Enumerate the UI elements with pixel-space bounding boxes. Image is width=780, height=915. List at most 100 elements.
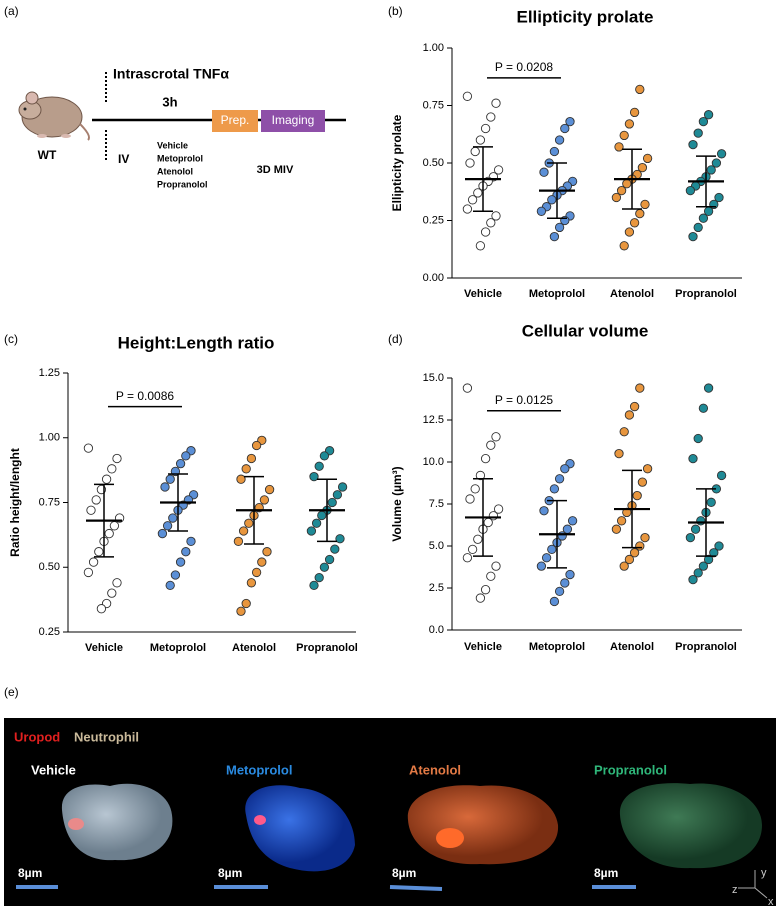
data-point [107, 464, 117, 474]
data-point [706, 497, 716, 507]
data-point [703, 554, 714, 565]
data-point [112, 453, 122, 464]
x-tick-label: Metoprolol [529, 641, 585, 653]
data-point [168, 513, 178, 523]
data-point [539, 167, 549, 177]
data-point [236, 606, 246, 616]
cell-label: Metoprolol [226, 762, 292, 777]
uropod [254, 815, 266, 825]
data-point [693, 433, 703, 444]
y-axis-title: Ellipticity prolate [390, 114, 404, 211]
data-point [165, 580, 175, 591]
y-tick-label: 0.0 [429, 624, 444, 636]
imaging-box [261, 110, 325, 132]
data-point [162, 521, 173, 531]
treatment: Propranolol [157, 179, 208, 189]
data-point [462, 383, 473, 393]
panel-label: (d) [388, 332, 403, 346]
data-point [685, 185, 696, 196]
data-point [238, 526, 249, 536]
scale-label: 8µm [18, 866, 42, 880]
x-tick-label: Vehicle [464, 641, 502, 653]
data-point [257, 557, 267, 567]
data-point [186, 536, 196, 546]
data-point [565, 569, 575, 580]
data-point [314, 461, 324, 471]
data-point [319, 451, 330, 461]
data-point [629, 107, 640, 118]
uropod [436, 828, 464, 848]
x-tick-label: Vehicle [85, 642, 123, 654]
data-point [246, 578, 257, 588]
data-point [491, 98, 501, 108]
data-point [619, 561, 629, 571]
imaging-label: Imaging [272, 113, 315, 127]
data-point [635, 383, 645, 393]
y-tick-label: 1.25 [39, 367, 60, 379]
y-tick-label: 0.25 [39, 626, 60, 638]
data-point [241, 598, 251, 609]
data-point [465, 158, 475, 168]
data-point [251, 567, 262, 578]
data-point [624, 554, 635, 565]
data-point [624, 119, 635, 129]
panel-label: (e) [4, 685, 19, 699]
data-point [536, 561, 547, 571]
data-point [698, 116, 709, 127]
data-point [311, 518, 322, 528]
data-point [475, 593, 486, 603]
data-point [470, 484, 480, 494]
data-point [716, 470, 727, 481]
scale-label: 8µm [218, 866, 242, 880]
data-point [693, 222, 703, 233]
chart-title: Cellular volume [522, 321, 649, 340]
data-point [470, 146, 480, 157]
data-point [560, 123, 570, 134]
data-point [690, 524, 701, 534]
duration: 3h [162, 94, 177, 109]
data-point [567, 516, 578, 526]
prep-label: Prep. [221, 113, 250, 127]
data-point [83, 443, 94, 453]
cell-label: Atenolol [409, 762, 461, 777]
cell-label: Vehicle [31, 762, 76, 777]
x-tick-label: Atenolol [610, 288, 654, 300]
prep-box [212, 110, 258, 132]
data-point [309, 580, 319, 591]
data-point [107, 588, 117, 598]
data-point [640, 199, 650, 210]
treatment: Atenolol [157, 166, 193, 176]
data-point [160, 482, 170, 492]
data-point [112, 578, 122, 588]
data-point [96, 604, 107, 614]
data-point [181, 451, 191, 461]
data-point [175, 557, 186, 567]
data-point [486, 218, 496, 228]
panel-label: (a) [4, 4, 19, 18]
method: 3D MIV [257, 164, 294, 176]
y-axis-title: Volume (µm³) [390, 466, 404, 541]
data-point [624, 227, 635, 237]
data-point [614, 448, 624, 459]
y-tick-label: 0.00 [423, 272, 444, 284]
data-point [629, 218, 640, 228]
data-point [688, 574, 698, 585]
data-point [549, 231, 560, 242]
data-point [170, 570, 181, 580]
data-point [709, 548, 719, 558]
data-point [332, 490, 343, 500]
y-tick-label: 0.75 [423, 99, 444, 111]
legend-uropod: Uropod [14, 729, 60, 744]
p-value: P = 0.0125 [495, 393, 553, 407]
data-point [491, 432, 501, 442]
data-point [693, 568, 703, 578]
data-point [465, 494, 475, 504]
data-point [314, 572, 324, 583]
data-point [462, 91, 473, 101]
axis-triad [738, 870, 768, 899]
data-point [473, 188, 483, 198]
data-point [475, 135, 486, 145]
data-point [549, 596, 560, 607]
data-point [616, 516, 627, 526]
